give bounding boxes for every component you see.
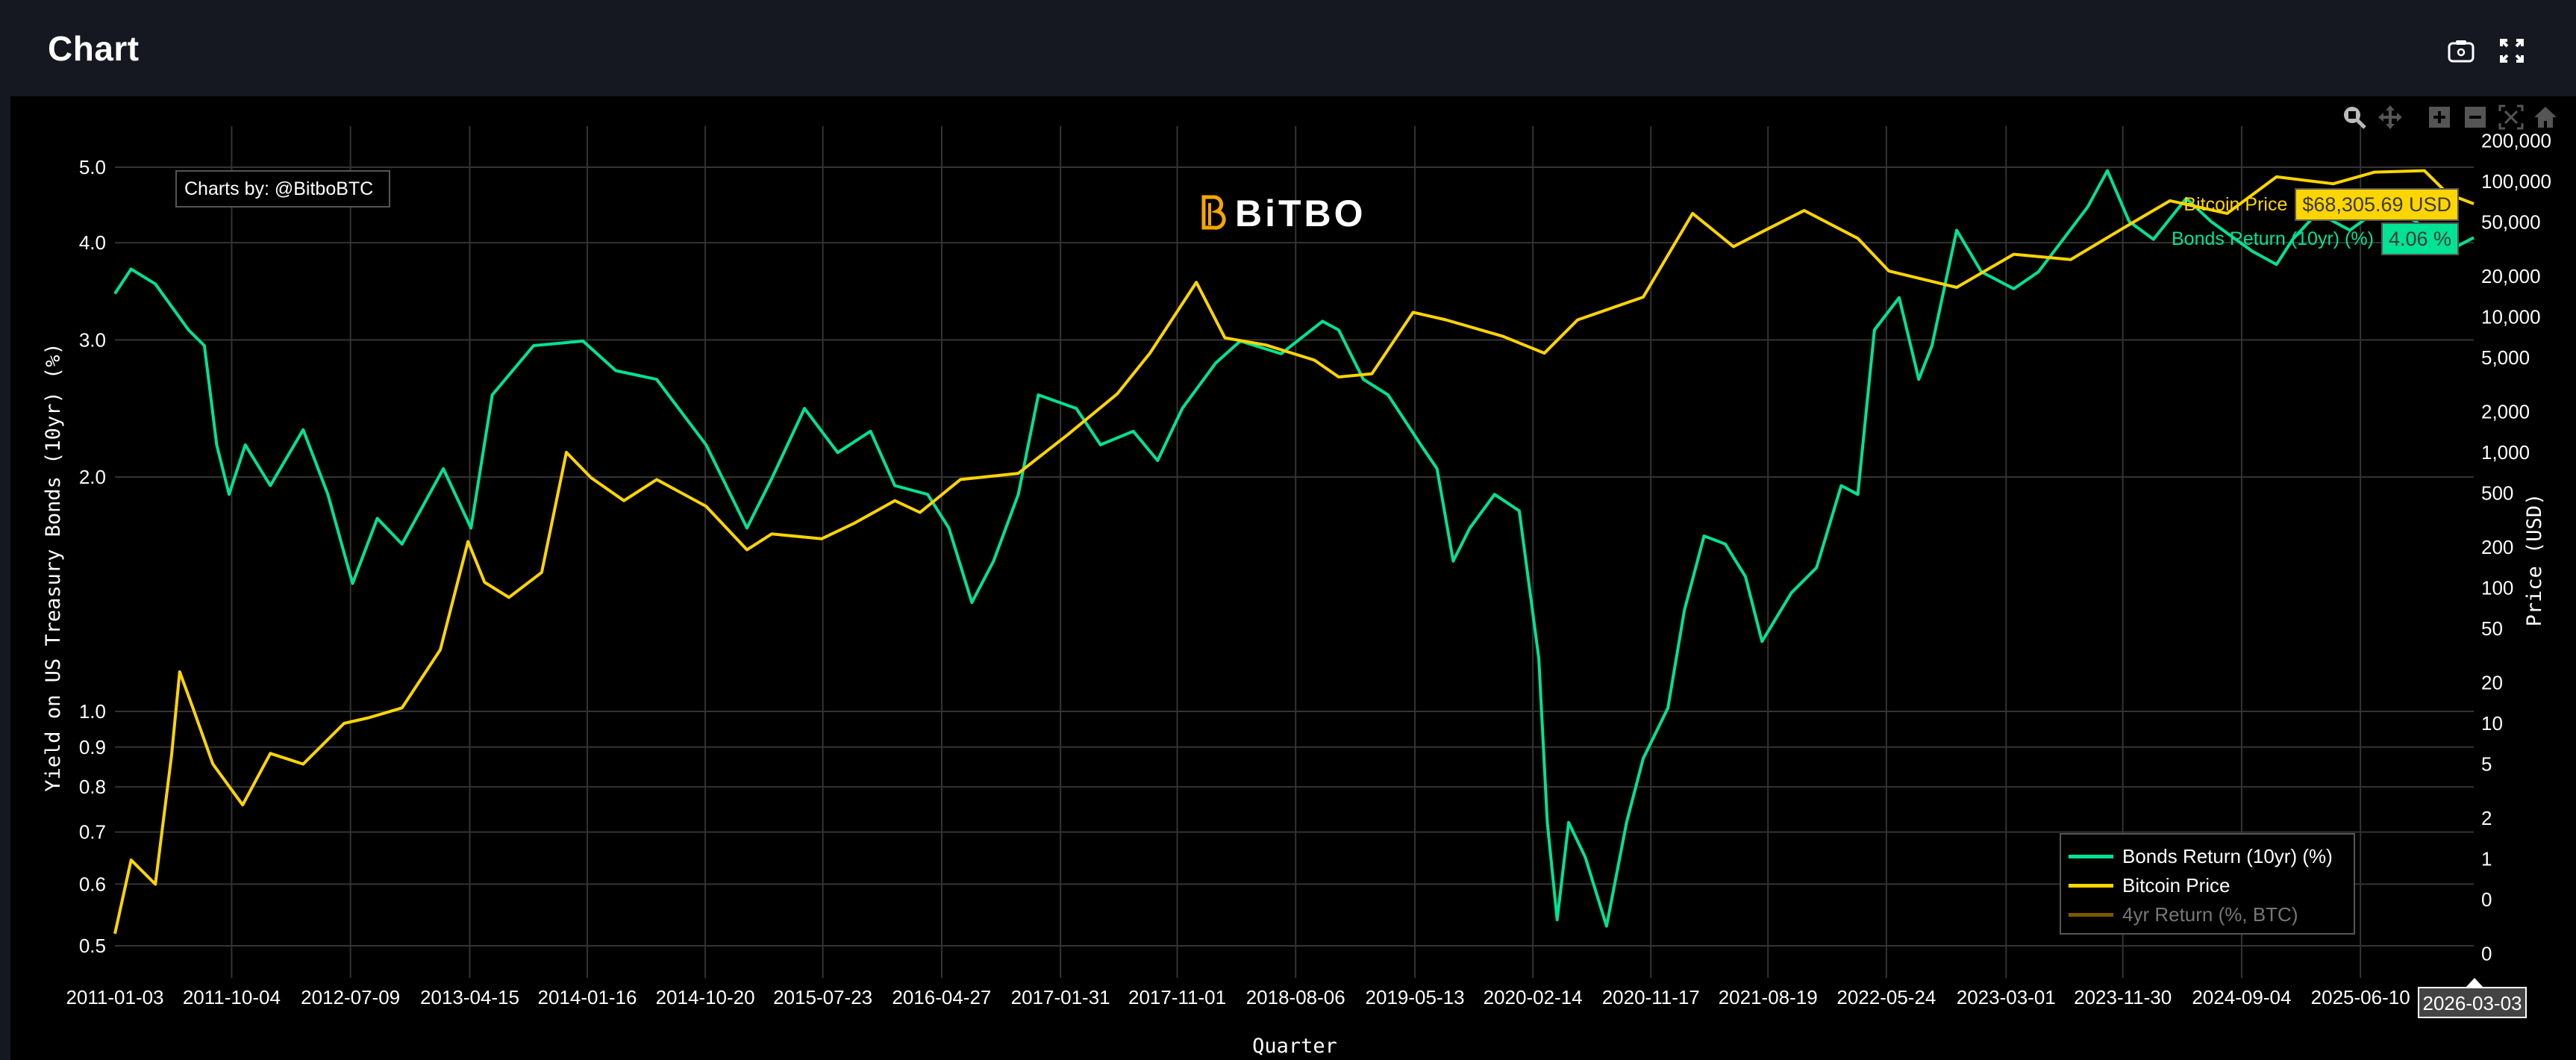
legend-item-btc[interactable]: Bitcoin Price — [2069, 874, 2230, 897]
x-tick-label: 2020-02-14 — [1484, 986, 1583, 1008]
series-lines — [113, 169, 2475, 935]
y-right-tick-label: 50,000 — [2481, 211, 2541, 234]
x-tick-label: 2022-05-24 — [1836, 986, 1936, 1008]
y-axis-left-title: Yield on US Treasury Bonds (10yr) (%) — [42, 343, 65, 791]
bitbo-logo-text: BiTBO — [1235, 193, 1366, 234]
y-left-tick-label: 0.7 — [79, 821, 106, 844]
legend-item-bonds[interactable]: Bonds Return (10yr) (%) — [2069, 845, 2333, 867]
y-right-tick-label: 100 — [2481, 577, 2513, 599]
y-left-tick-label: 0.9 — [79, 736, 106, 758]
x-tick-label: 2021-08-19 — [1719, 986, 1818, 1008]
home-icon[interactable] — [2533, 105, 2558, 130]
y-right-tick-label: 20,000 — [2481, 265, 2541, 287]
y-right-tick-label: 0 — [2481, 942, 2492, 964]
bonds-annotation-label: Bonds Return (10yr) (%) — [2172, 228, 2374, 249]
y-right-tick-label: 500 — [2481, 482, 2513, 505]
legend-label: Bonds Return (10yr) (%) — [2122, 844, 2333, 867]
y-left-tick-label: 0.5 — [79, 935, 106, 957]
zoom-in-icon[interactable] — [2427, 105, 2452, 130]
x-tick-label: 2014-10-20 — [656, 986, 755, 1008]
zoom-icon[interactable] — [2342, 105, 2367, 130]
x-tick-label: 2024-09-04 — [2192, 986, 2291, 1008]
x-tick-label: 2019-05-13 — [1366, 986, 1465, 1008]
y-left-tick-label: 3.0 — [79, 328, 106, 351]
y-left-tick-label: 0.8 — [79, 776, 106, 798]
y-right-tick-label: 200 — [2481, 536, 2513, 558]
x-tick-label: 2014-01-16 — [537, 986, 637, 1008]
y-left-tick-label: 4.0 — [79, 231, 106, 254]
y-right-tick-label: 10 — [2481, 712, 2503, 735]
gridlines — [115, 126, 2474, 978]
page-title: Chart — [48, 29, 140, 68]
tick-labels: 2011-01-03 2011-10-04 2012-07-09 2013-04-15… — [66, 129, 2551, 1008]
y-right-tick-label: 0 — [2481, 888, 2492, 911]
y-right-tick-label: 5 — [2481, 753, 2492, 776]
y-right-tick-label: 50 — [2481, 617, 2503, 640]
y-right-tick-label: 1,000 — [2481, 441, 2530, 464]
x-tick-label: 2023-11-30 — [2074, 986, 2172, 1008]
x-tick-label: 2017-11-01 — [1128, 986, 1226, 1008]
bonds-annotation-value: 4.06 % — [2380, 222, 2459, 255]
fullscreen-icon[interactable] — [2497, 36, 2527, 66]
x-tick-label: 2018-08-06 — [1246, 986, 1345, 1008]
legend-item-4yr-return[interactable]: 4yr Return (%, BTC) — [2069, 903, 2298, 926]
credit-label: Charts by: @BitboBTC — [175, 170, 390, 208]
page-header: Chart — [0, 0, 2576, 96]
x-tick-label: 2011-10-04 — [183, 986, 281, 1008]
legend-swatch-btc — [2069, 883, 2113, 888]
legend-swatch-bonds — [2069, 854, 2113, 858]
pan-icon[interactable] — [2378, 105, 2403, 130]
y-left-tick-label: 0.6 — [79, 873, 106, 895]
y-right-tick-label: 200,000 — [2481, 129, 2551, 152]
x-tick-label: 2013-04-15 — [420, 986, 519, 1008]
bitbo-logo: BiTBO — [1198, 193, 1366, 234]
bitbo-logo-icon — [1201, 195, 1226, 230]
y-right-tick-label: 100,000 — [2481, 170, 2551, 193]
x-axis-title: Quarter — [1252, 1035, 1337, 1058]
y-right-tick-label: 5,000 — [2481, 346, 2530, 369]
chart-legend: Bonds Return (10yr) (%) Bitcoin Price 4y… — [2060, 833, 2355, 935]
y-right-tick-label: 10,000 — [2481, 306, 2541, 328]
legend-swatch-4yr — [2069, 912, 2113, 917]
zoom-out-icon[interactable] — [2463, 105, 2488, 130]
btc-annotation-label: Bitcoin Price — [2183, 193, 2288, 215]
x-tick-label: 2020-11-17 — [1602, 986, 1700, 1008]
bonds-annotation: Bonds Return (10yr) (%) 4.06 % — [2172, 222, 2459, 255]
bitcoin-price-line — [113, 169, 2475, 935]
y-right-tick-label: 2,000 — [2481, 400, 2530, 423]
legend-label: Bitcoin Price — [2122, 873, 2230, 897]
y-left-tick-label: 2.0 — [79, 466, 106, 488]
x-tick-label: 2016-04-27 — [892, 986, 991, 1008]
y-left-tick-label: 5.0 — [79, 156, 106, 178]
btc-price-annotation: Bitcoin Price $68,305.69 USD — [2183, 188, 2459, 221]
y-right-tick-label: 1 — [2481, 848, 2492, 870]
y-right-tick-label: 20 — [2481, 671, 2503, 693]
y-axis-right-title: Price (USD) — [2523, 493, 2546, 627]
btc-annotation-value: $68,305.69 USD — [2295, 188, 2459, 221]
bonds-yield-line — [113, 169, 2475, 928]
y-right-tick-label: 2 — [2481, 807, 2492, 829]
x-tick-label: 2017-01-31 — [1011, 986, 1110, 1008]
hover-date-label: 2026-03-03 — [2418, 978, 2527, 1018]
x-tick-label: 2023-03-01 — [1957, 986, 2056, 1008]
x-tick-label: 2012-07-09 — [301, 986, 400, 1008]
x-tick-label: 2015-07-23 — [773, 986, 872, 1008]
autoscale-icon[interactable] — [2498, 105, 2524, 130]
y-left-tick-label: 1.0 — [79, 700, 106, 723]
x-tick-label: 2025-06-10 — [2311, 986, 2410, 1008]
x-tick-label: 2011-01-03 — [66, 986, 163, 1008]
legend-label: 4yr Return (%, BTC) — [2122, 902, 2298, 926]
camera-icon[interactable] — [2446, 36, 2476, 66]
